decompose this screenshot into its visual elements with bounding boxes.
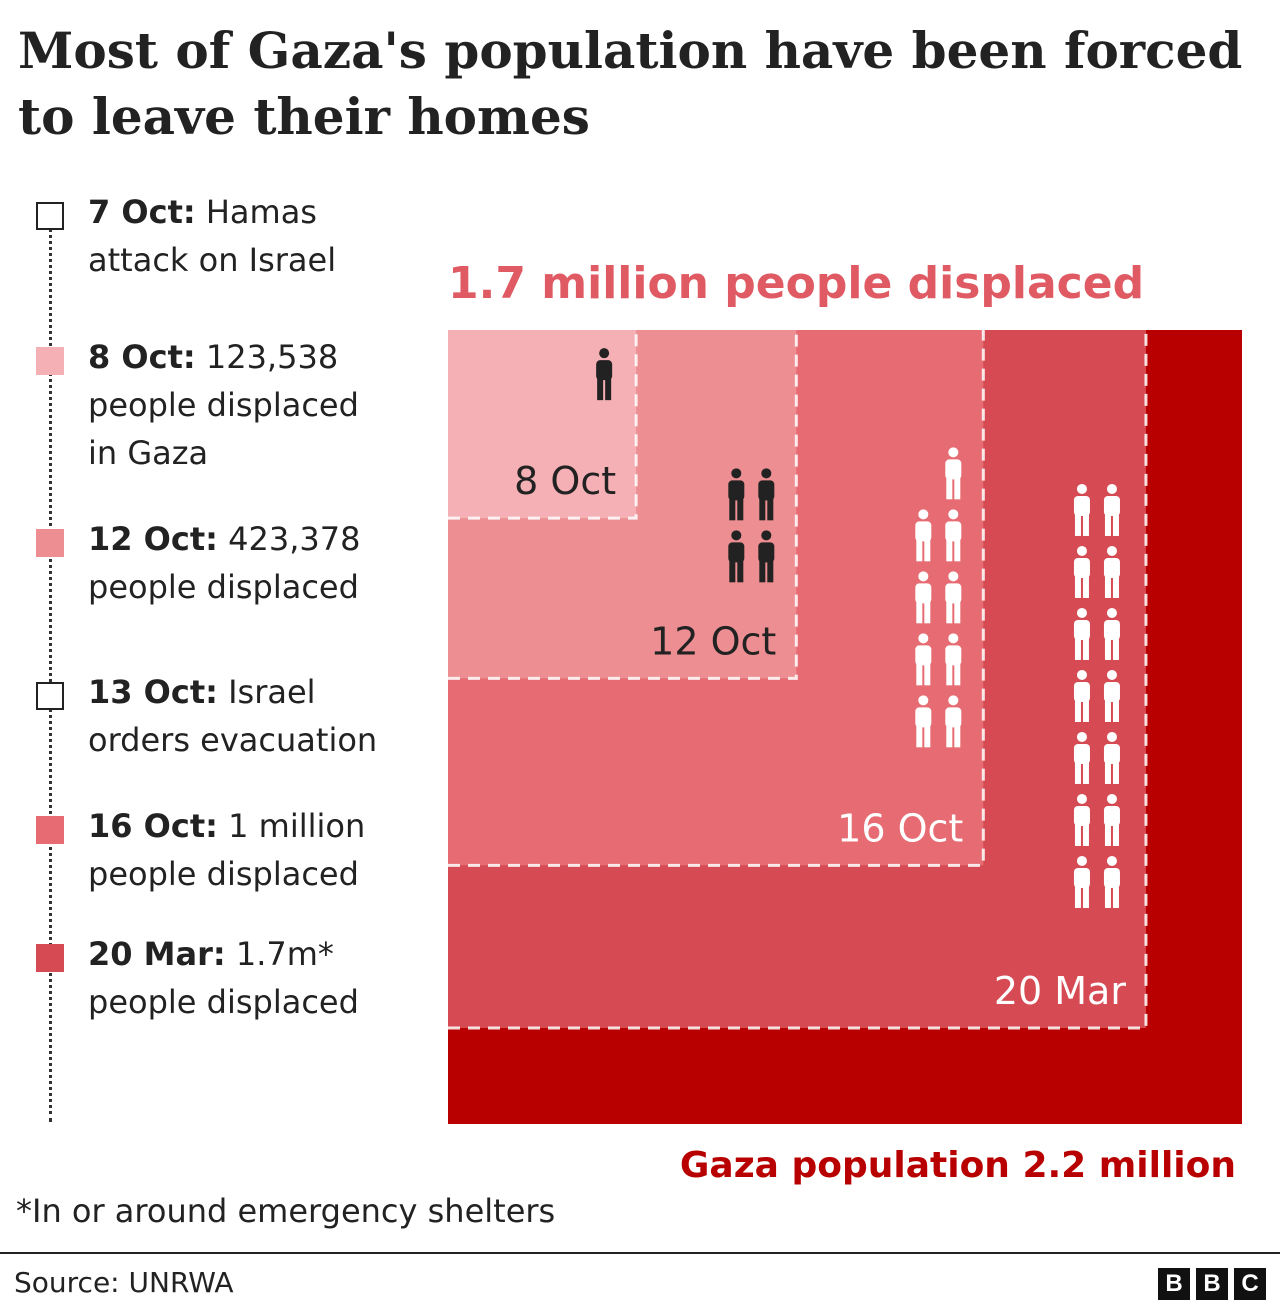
person-icon: [1073, 793, 1090, 846]
timeline-text: 16 Oct: 1 million people displaced: [88, 802, 398, 898]
area-label: 8 Oct: [514, 459, 616, 503]
timeline-text: 13 Oct: Israel orders evacuation: [88, 668, 398, 764]
person-icon: [758, 530, 775, 583]
person-icon: [1103, 545, 1120, 598]
person-icon: [596, 348, 613, 401]
person-icon: [1103, 483, 1120, 536]
timeline-marker: [36, 944, 64, 972]
person-icon: [945, 447, 962, 500]
timeline-date: 20 Mar:: [88, 935, 226, 973]
timeline-marker: [36, 816, 64, 844]
timeline-text: 20 Mar: 1.7m* people displaced: [88, 930, 398, 1026]
page-title: Most of Gaza's population have been forc…: [18, 21, 1243, 146]
person-icon: [945, 633, 962, 686]
person-icon: [1103, 669, 1120, 722]
person-icon: [758, 468, 775, 521]
bbc-logo: B B C: [1158, 1268, 1266, 1300]
person-icon: [1103, 607, 1120, 660]
logo-letter: C: [1234, 1268, 1266, 1300]
area-label: 16 Oct: [837, 806, 963, 850]
area-label: 12 Oct: [650, 619, 776, 663]
timeline-marker: [36, 682, 64, 710]
timeline-text: 7 Oct: Hamas attack on Israel: [88, 188, 398, 284]
person-icon: [1103, 855, 1120, 908]
person-icon: [915, 509, 932, 562]
person-icon: [728, 468, 745, 521]
person-icon: [915, 695, 932, 748]
timeline-desc: Hamas attack on Israel: [88, 193, 337, 279]
timeline-desc: 1.7m* people displaced: [88, 935, 359, 1021]
logo-letter: B: [1196, 1268, 1228, 1300]
person-icon: [1073, 669, 1090, 722]
timeline-desc: 1 million people displaced: [88, 807, 366, 893]
area-border: [448, 330, 1148, 1030]
person-icon: [915, 571, 932, 624]
timeline-marker: [36, 529, 64, 557]
timeline-text: 12 Oct: 423,378 people displaced: [88, 515, 398, 611]
source: Source: UNRWA: [14, 1266, 234, 1299]
logo-letter: B: [1158, 1268, 1190, 1300]
divider: [0, 1252, 1280, 1254]
timeline-desc: 123,538 people displaced in Gaza: [88, 338, 359, 472]
timeline-desc: 423,378 people displaced: [88, 520, 361, 606]
timeline-text: 8 Oct: 123,538 people displaced in Gaza: [88, 333, 398, 477]
area-label: 20 Mar: [994, 969, 1127, 1013]
timeline-date: 7 Oct:: [88, 193, 196, 231]
timeline-marker: [36, 347, 64, 375]
person-icon: [915, 633, 932, 686]
population-label: Gaza population 2.2 million: [679, 1145, 1236, 1186]
person-icon: [1073, 855, 1090, 908]
chart-title: 1.7 million people displaced: [448, 258, 1145, 309]
person-icon: [1073, 731, 1090, 784]
footnote: *In or around emergency shelters: [16, 1192, 556, 1230]
person-icon: [945, 509, 962, 562]
timeline-date: 13 Oct:: [88, 673, 218, 711]
person-icon: [1073, 545, 1090, 598]
timeline-date: 16 Oct:: [88, 807, 218, 845]
timeline-desc: Israel orders evacuation: [88, 673, 378, 759]
timeline-date: 8 Oct:: [88, 338, 196, 376]
person-icon: [945, 695, 962, 748]
area-border: [448, 330, 638, 520]
person-icon: [1073, 607, 1090, 660]
person-icon: [728, 530, 745, 583]
timeline-date: 12 Oct:: [88, 520, 218, 558]
area-border: [448, 330, 798, 680]
timeline-line: [49, 222, 52, 1122]
timeline-marker: [36, 202, 64, 230]
person-icon: [1103, 793, 1120, 846]
person-icon: [945, 571, 962, 624]
person-icon: [1103, 731, 1120, 784]
person-icon: [1073, 483, 1090, 536]
